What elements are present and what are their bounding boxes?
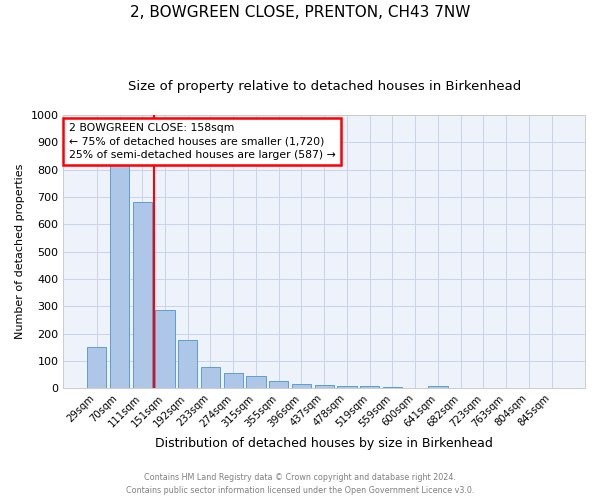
Text: 2, BOWGREEN CLOSE, PRENTON, CH43 7NW: 2, BOWGREEN CLOSE, PRENTON, CH43 7NW xyxy=(130,5,470,20)
Bar xyxy=(269,382,289,388)
Bar xyxy=(360,386,379,388)
Bar xyxy=(292,384,311,388)
Bar xyxy=(247,376,266,388)
Bar xyxy=(133,202,152,388)
Bar xyxy=(201,367,220,388)
Bar xyxy=(178,340,197,388)
Y-axis label: Number of detached properties: Number of detached properties xyxy=(15,164,25,340)
Bar xyxy=(337,386,356,388)
X-axis label: Distribution of detached houses by size in Birkenhead: Distribution of detached houses by size … xyxy=(155,437,493,450)
Bar xyxy=(155,310,175,388)
Bar xyxy=(383,387,402,388)
Text: 2 BOWGREEN CLOSE: 158sqm
← 75% of detached houses are smaller (1,720)
25% of sem: 2 BOWGREEN CLOSE: 158sqm ← 75% of detach… xyxy=(68,123,335,160)
Title: Size of property relative to detached houses in Birkenhead: Size of property relative to detached ho… xyxy=(128,80,521,93)
Bar xyxy=(224,373,243,388)
Bar xyxy=(428,386,448,388)
Text: Contains HM Land Registry data © Crown copyright and database right 2024.
Contai: Contains HM Land Registry data © Crown c… xyxy=(126,474,474,495)
Bar xyxy=(314,386,334,388)
Bar xyxy=(87,347,106,388)
Bar xyxy=(110,164,129,388)
